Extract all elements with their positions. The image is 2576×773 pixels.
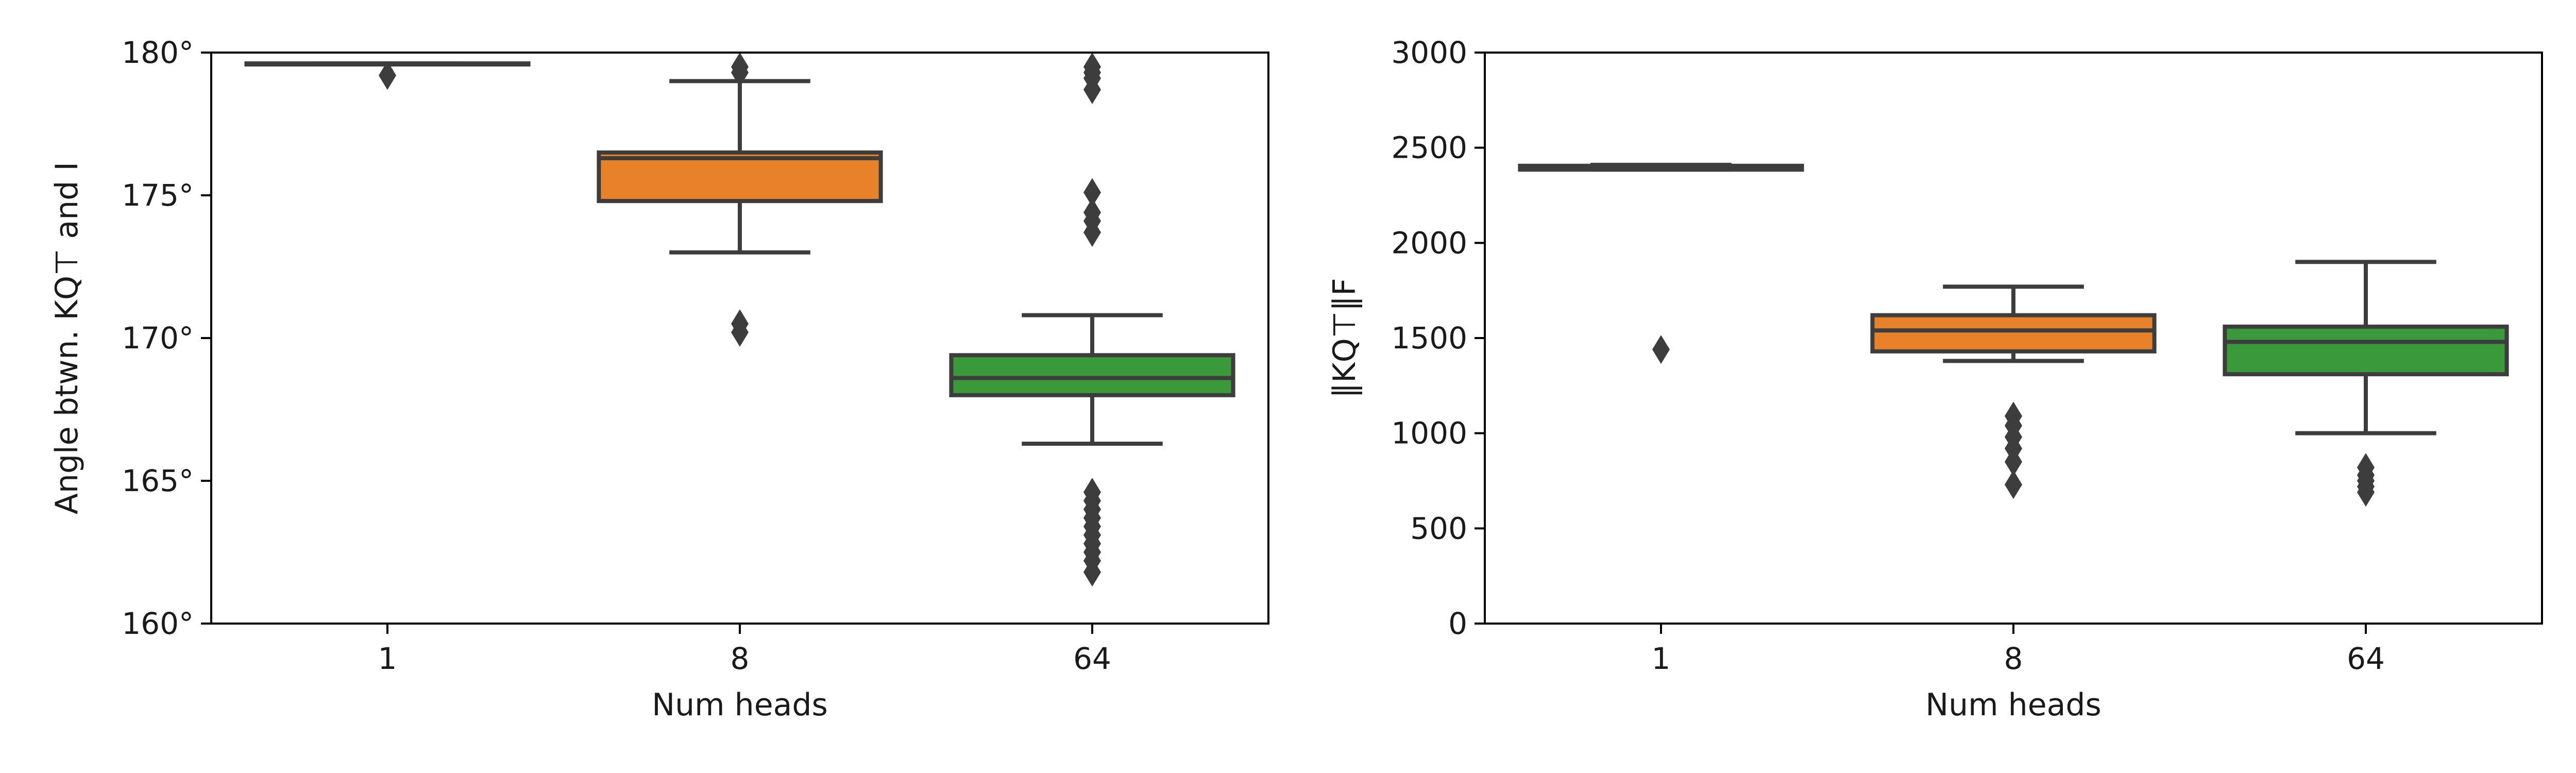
y-axis-label: ‖KQ⊤‖F: [1327, 278, 1363, 398]
outlier-point: [1083, 218, 1101, 247]
box-iqr: [949, 353, 1235, 397]
box-iqr: [2223, 324, 2509, 377]
box-category-8: [1870, 284, 2157, 499]
outlier-point: [731, 309, 749, 339]
box-category-64: [949, 52, 1235, 587]
axes-frame: [1484, 52, 2543, 625]
y-tick-label: 180°: [122, 35, 194, 70]
outlier-point: [379, 61, 396, 90]
box-category-1: [244, 61, 531, 90]
axes-frame: [210, 52, 1269, 625]
y-tick-label: 2000: [1391, 225, 1467, 260]
right-panel-frobenius-norm: 0 500 1000 1500 2000 2500 3000 1 8 64 Num heads ‖KQ…: [1327, 35, 2543, 723]
outlier-point: [1083, 178, 1101, 207]
y-tick-label: 170°: [122, 321, 194, 356]
left-panel-angle: 160° 165° 170° 175° 180° 1 8 64 Num heads Angle b…: [49, 35, 1269, 723]
box-category-64: [2223, 260, 2509, 507]
box-iqr: [1870, 313, 2157, 354]
outlier-point: [2005, 447, 2022, 477]
y-tick-label: 1000: [1391, 416, 1467, 451]
y-tick-label: 1500: [1391, 321, 1467, 356]
x-axis-label: Num heads: [1925, 687, 2101, 723]
outlier-point: [1652, 335, 1670, 364]
x-tick-label: 1: [378, 641, 397, 676]
y-tick-label: 3000: [1391, 35, 1467, 70]
x-axis-label: Num heads: [652, 687, 827, 723]
y-tick-label: 500: [1410, 511, 1467, 546]
outlier-point: [731, 52, 749, 81]
x-tick-label: 8: [731, 641, 750, 676]
box-iqr: [597, 150, 883, 204]
x-tick-label: 8: [2004, 641, 2023, 676]
box-category-1: [1518, 162, 1804, 364]
outlier-point: [2357, 478, 2375, 507]
y-axis-label: Angle btwn. KQ⊤ and I: [49, 162, 85, 514]
y-tick-label: 175°: [122, 178, 194, 213]
y-tick-label: 165°: [122, 463, 194, 498]
box-category-8: [597, 52, 883, 347]
x-tick-label: 1: [1652, 641, 1671, 676]
outlier-point: [1083, 75, 1101, 105]
y-tick-label: 2500: [1391, 130, 1467, 165]
outlier-point: [1083, 558, 1101, 587]
y-tick-label: 160°: [122, 606, 194, 641]
y-tick-label: 0: [1448, 606, 1467, 641]
x-tick-label: 64: [1073, 641, 1111, 676]
outlier-point: [2005, 470, 2022, 499]
x-tick-label: 64: [2347, 641, 2385, 676]
